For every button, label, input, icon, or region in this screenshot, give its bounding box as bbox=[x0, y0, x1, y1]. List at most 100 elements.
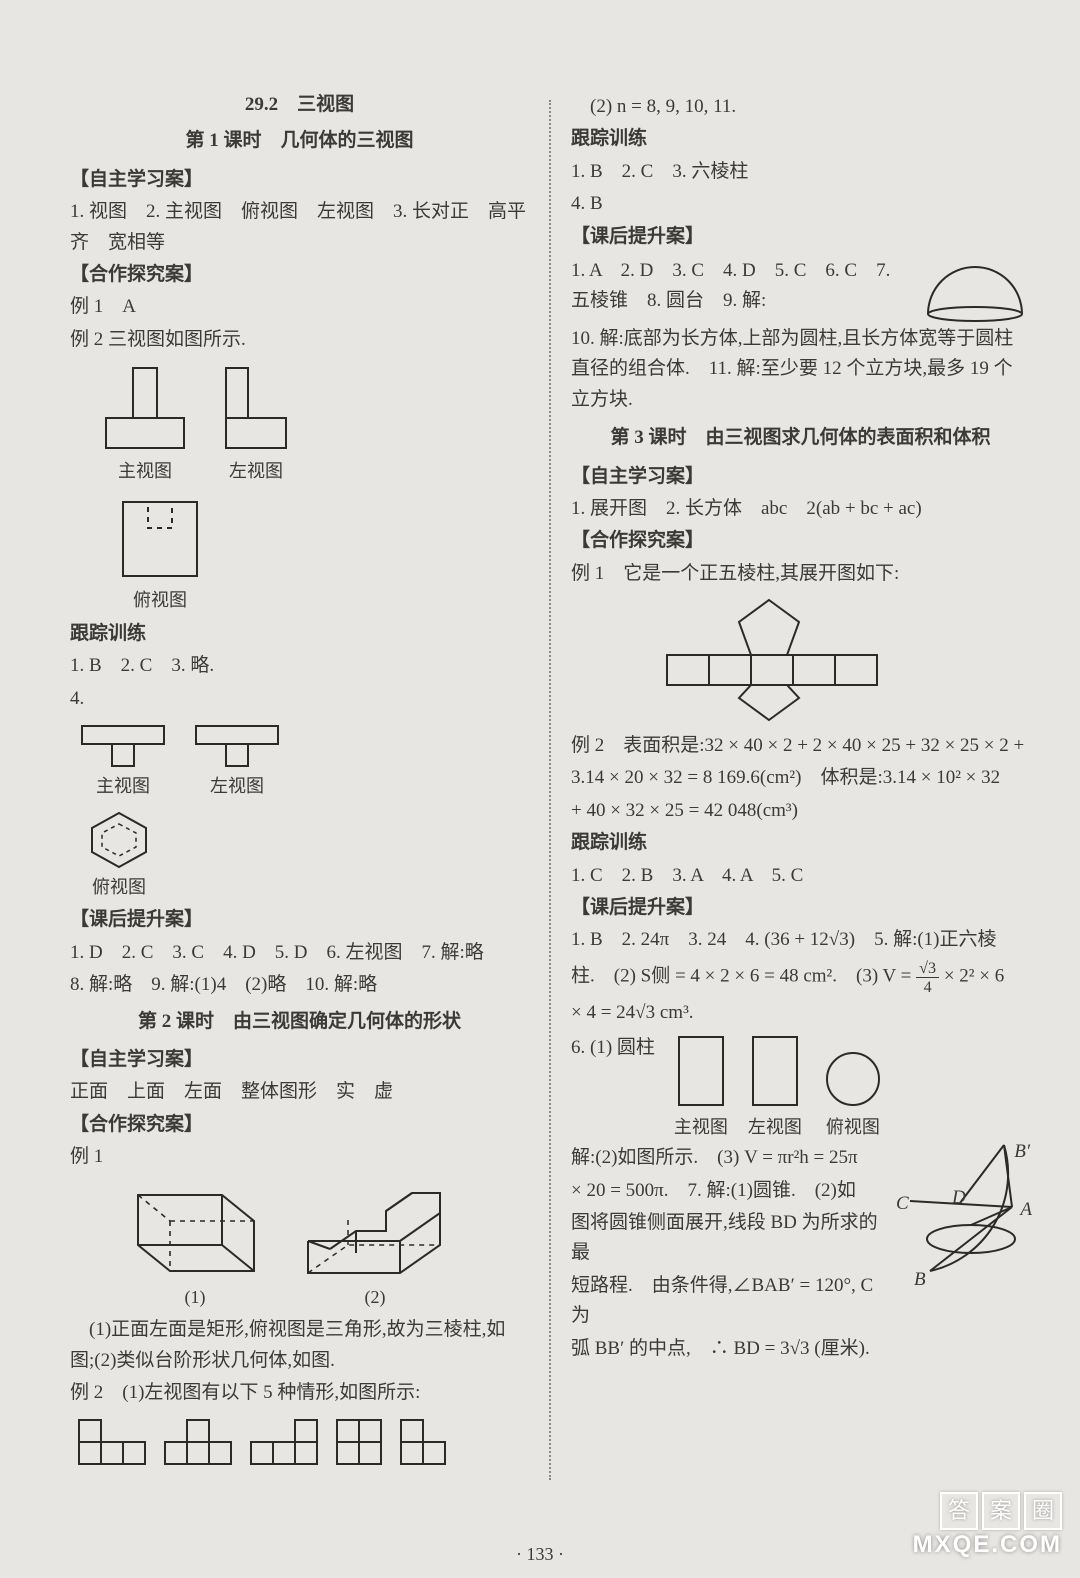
logo-char-2: 案 bbox=[982, 1492, 1020, 1530]
r-l12d: 短路程. 由条件得,∠BAB′ = 120°, C 为 bbox=[571, 1271, 890, 1332]
pentagonal-prism-net bbox=[661, 595, 1030, 725]
pentagonal-prism-net-icon bbox=[661, 595, 881, 725]
l2-self-study: 【自主学习案】 bbox=[70, 1045, 529, 1075]
step-solid-icon bbox=[300, 1181, 450, 1281]
l3-ex2-a: 例 2 表面积是:32 × 40 × 2 + 2 × 40 × 25 + 32 … bbox=[571, 731, 1030, 761]
r-tracking: 跟踪训练 bbox=[571, 124, 1030, 154]
left-column: 29.2 三视图 第 1 课时 几何体的三视图 【自主学习案】 1. 视图 2.… bbox=[70, 90, 529, 1480]
post-class-row1: 1. D 2. C 3. C 4. D 5. D 6. 左视图 7. 解:略 bbox=[70, 938, 529, 968]
cone-label-D: D bbox=[952, 1183, 966, 1213]
cyl-top-label: 俯视图 bbox=[821, 1113, 885, 1142]
r-q10-11: 10. 解:底部为长方体,上部为圆柱,且长方体宽等于圆柱直径的组合体. 11. … bbox=[571, 324, 1030, 415]
tracking-heading: 跟踪训练 bbox=[70, 619, 529, 649]
l3-self-answers: 1. 展开图 2. 长方体 abc 2(ab + bc + ac) bbox=[571, 494, 1030, 524]
r-postclass-answers: 1. A 2. D 3. C 4. D 5. C 6. C 7. 五棱锥 8. … bbox=[571, 256, 910, 317]
l2-fig-a-label: (1) bbox=[130, 1283, 260, 1312]
q6-row: 6. (1) 圆柱 主视图 左视图 俯视图 bbox=[571, 1031, 1030, 1142]
l2-fig-b-label: (2) bbox=[300, 1283, 450, 1312]
r-l12e: 弧 BB′ 的中点, ∴ BD = 3√3 (厘米). bbox=[571, 1334, 890, 1364]
l3-pc-b: 柱. (2) S侧 = 4 × 2 × 6 = 48 cm². (3) V = … bbox=[571, 958, 1030, 996]
l2-ex2-five-views bbox=[76, 1417, 529, 1467]
ex2-top-label: 俯视图 bbox=[115, 586, 205, 615]
coop-heading: 【合作探究案】 bbox=[70, 260, 529, 290]
cyl-left-label: 左视图 bbox=[747, 1113, 803, 1142]
column-divider bbox=[549, 100, 551, 1480]
l2-ex1-figs: (1) (2) bbox=[130, 1181, 529, 1312]
hemisphere-icon bbox=[920, 260, 1030, 322]
right-column: (2) n = 8, 9, 10, 11. 跟踪训练 1. B 2. C 3. … bbox=[571, 90, 1030, 1480]
post-class-heading: 【课后提升案】 bbox=[70, 905, 529, 935]
frac-den: 4 bbox=[921, 979, 935, 996]
cone-label-Bprime: B′ bbox=[1014, 1137, 1030, 1167]
self-study-answers: 1. 视图 2. 主视图 俯视图 左视图 3. 长对正 高平齐 宽相等 bbox=[70, 197, 529, 258]
l3-pc-a: 1. B 2. 24π 3. 24 4. (36 + 12√3) 5. 解:(1… bbox=[571, 925, 1030, 955]
self-study-heading: 【自主学习案】 bbox=[70, 165, 529, 195]
l2-coop: 【合作探究案】 bbox=[70, 1110, 529, 1140]
l2-ex1-label: 例 1 bbox=[70, 1142, 529, 1172]
cylinder-top-icon bbox=[821, 1047, 885, 1111]
ex2-views-row2: 俯视图 bbox=[115, 494, 529, 615]
ex2-front-label: 主视图 bbox=[100, 457, 190, 486]
l3-postclass: 【课后提升案】 bbox=[571, 893, 1030, 923]
frac-num: √3 bbox=[916, 960, 939, 978]
l3-self-study: 【自主学习案】 bbox=[571, 462, 1030, 492]
post-class-row2: 8. 解:略 9. 解:(1)4 (2)略 10. 解:略 bbox=[70, 970, 529, 1000]
ex2-top-view-icon bbox=[115, 494, 205, 584]
r-cont-answer: (2) n = 8, 9, 10, 11. bbox=[571, 92, 1030, 122]
view-shape-1-icon bbox=[76, 1417, 148, 1467]
l3-pc-c: × 4 = 24√3 cm³. bbox=[571, 998, 1030, 1028]
section-title-29-2: 29.2 三视图 bbox=[70, 90, 529, 120]
q4-front-view-icon bbox=[78, 722, 168, 770]
q4-top-label: 俯视图 bbox=[84, 873, 154, 902]
view-shape-5-icon bbox=[398, 1417, 448, 1467]
cone-label-B: B bbox=[914, 1265, 926, 1295]
watermark-logo: 答 案 圈 bbox=[940, 1492, 1062, 1530]
lesson-3-title: 第 3 课时 由三视图求几何体的表面积和体积 bbox=[571, 423, 1030, 453]
l2-ex1-answer: (1)正面左面是矩形,俯视图是三角形,故为三棱柱,如图;(2)类似台阶形状几何体… bbox=[70, 1315, 529, 1376]
q4-front-label: 主视图 bbox=[78, 772, 168, 801]
l3-ex2-c: + 40 × 32 × 25 = 42 048(cm³) bbox=[571, 796, 1030, 826]
view-shape-3-icon bbox=[248, 1417, 320, 1467]
l3-ex1: 例 1 它是一个正五棱柱,其展开图如下: bbox=[571, 559, 1030, 589]
cone-label-A: A bbox=[1020, 1195, 1032, 1225]
r-postclass: 【课后提升案】 bbox=[571, 222, 1030, 252]
q4-left-label: 左视图 bbox=[192, 772, 282, 801]
cone-sector-diagram: B′ D C A B bbox=[900, 1141, 1030, 1291]
l2-ex2-label: 例 2 (1)左视图有以下 5 种情形,如图所示: bbox=[70, 1378, 529, 1408]
cylinder-left-icon bbox=[747, 1031, 803, 1111]
example1: 例 1 A bbox=[70, 292, 529, 322]
ex2-front-view-icon bbox=[100, 363, 190, 455]
triangular-prism-icon bbox=[130, 1181, 260, 1281]
l3-pc-b-pre: 柱. (2) S侧 = 4 × 2 × 6 = 48 cm². (3) V = bbox=[571, 965, 916, 986]
ex2-left-view-icon bbox=[220, 363, 292, 455]
q4-left-view-icon bbox=[192, 722, 282, 770]
r-l12a: 解:(2)如图所示. (3) V = πr²h = 25π bbox=[571, 1143, 890, 1173]
l3-ex2-b: 3.14 × 20 × 32 = 8 169.6(cm²) 体积是:3.14 ×… bbox=[571, 763, 1030, 793]
view-shape-2-icon bbox=[162, 1417, 234, 1467]
q7-block: 解:(2)如图所示. (3) V = πr²h = 25π × 20 = 500… bbox=[571, 1141, 1030, 1366]
l2-self-study-answers: 正面 上面 左面 整体图形 实 虚 bbox=[70, 1077, 529, 1107]
l3-tracking: 跟踪训练 bbox=[571, 828, 1030, 858]
cyl-front-label: 主视图 bbox=[673, 1113, 729, 1142]
q4-top-view-icon bbox=[84, 809, 154, 871]
r-l12c: 图将圆锥侧面展开,线段 BD 为所求的最 bbox=[571, 1208, 890, 1269]
lesson-1-title: 第 1 课时 几何体的三视图 bbox=[70, 126, 529, 156]
l3-coop: 【合作探究案】 bbox=[571, 526, 1030, 556]
tracking-answers-1: 1. B 2. C 3. 略. bbox=[70, 651, 529, 681]
ex2-views-row1: 主视图 左视图 bbox=[100, 363, 529, 486]
q4-row1: 主视图 左视图 bbox=[78, 722, 529, 801]
q4-row2: 俯视图 bbox=[84, 809, 529, 902]
q6-label: 6. (1) 圆柱 bbox=[571, 1033, 655, 1063]
example2-text: 例 2 三视图如图所示. bbox=[70, 325, 529, 355]
r-l12b: × 20 = 500π. 7. 解:(1)圆锥. (2)如 bbox=[571, 1176, 890, 1206]
lesson-2-title: 第 2 课时 由三视图确定几何体的形状 bbox=[70, 1007, 529, 1037]
r-tracking-a1: 1. B 2. C 3. 六棱柱 bbox=[571, 157, 1030, 187]
cylinder-front-icon bbox=[673, 1031, 729, 1111]
l3-tracking-answers: 1. C 2. B 3. A 4. A 5. C bbox=[571, 861, 1030, 891]
view-shape-4-icon bbox=[334, 1417, 384, 1467]
logo-char-3: 圈 bbox=[1024, 1492, 1062, 1530]
r-tracking-a2: 4. B bbox=[571, 189, 1030, 219]
ex2-left-label: 左视图 bbox=[220, 457, 292, 486]
watermark-url: MXQE.COM bbox=[913, 1526, 1062, 1564]
sqrt3-over-4-frac: √3 4 bbox=[916, 958, 939, 996]
